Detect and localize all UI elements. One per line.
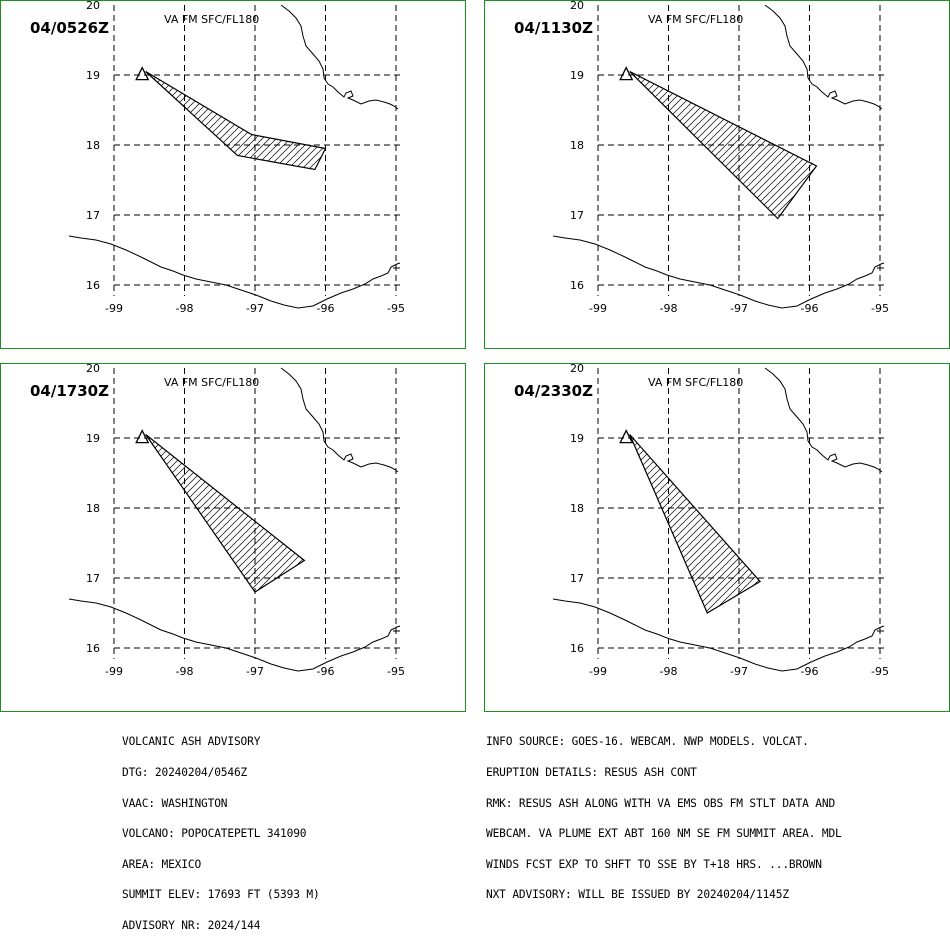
lon-tick-label: -99	[105, 302, 123, 315]
map-canvas: -99 -98 -97 -96 -95 20 19 18 17 16	[68, 1, 405, 315]
map-panel-4: -99 -98 -97 -96 -95 20 19 18 17 16 04/2330Z VA FM…	[484, 363, 950, 712]
lon-tick-label: -96	[317, 665, 335, 678]
lat-tick-label: 17	[570, 209, 584, 222]
map-canvas: -99 -98 -97 -96 -95 20 19 18 17 16	[552, 364, 889, 678]
panel-time: 04/0526Z	[30, 19, 109, 37]
panel-time: 04/2330Z	[514, 382, 593, 400]
ash-plume-polygon	[145, 434, 306, 593]
coastline-pacific	[552, 235, 885, 309]
advisory-remarks-3: WINDS FCST EXP TO SHFT TO SSE BY T+18 HR…	[486, 857, 822, 871]
coastline-gulf	[280, 4, 399, 110]
lat-tick-label: 20	[86, 364, 100, 375]
lon-tick-label: -99	[105, 665, 123, 678]
map-panel-2: -99 -98 -97 -96 -95 20 19 18 17 16 04/1130Z VA FM…	[484, 0, 950, 349]
lat-tick-label: 20	[570, 1, 584, 12]
lon-tick-label: -98	[660, 302, 678, 315]
volcano-triangle-icon	[135, 66, 150, 81]
advisory-title: VOLCANIC ASH ADVISORY	[122, 735, 261, 749]
lat-tick-label: 18	[86, 139, 100, 152]
coastline-pacific	[552, 598, 885, 672]
coastline-gulf	[764, 367, 883, 473]
panel-time: 04/1730Z	[30, 382, 109, 400]
lon-tick-label: -98	[176, 665, 194, 678]
lon-tick-label: -96	[317, 302, 335, 315]
lon-tick-label: -95	[871, 302, 889, 315]
lat-tick-label: 16	[570, 642, 584, 655]
advisory-remarks-2: WEBCAM. VA PLUME EXT ABT 160 NM SE FM SU…	[486, 827, 842, 841]
lon-tick-label: -97	[246, 665, 264, 678]
lat-tick-label: 17	[86, 209, 100, 222]
lat-tick-label: 16	[86, 642, 100, 655]
lon-tick-label: -96	[801, 302, 819, 315]
lon-tick-label: -97	[730, 665, 748, 678]
lat-tick-label: 19	[86, 432, 100, 445]
advisory-dtg: DTG: 20240204/0546Z	[122, 766, 248, 780]
lat-tick-label: 16	[570, 279, 584, 292]
lon-tick-label: -95	[387, 302, 405, 315]
ash-plume-polygon	[629, 434, 762, 614]
lon-tick-label: -96	[801, 665, 819, 678]
lon-tick-label: -97	[246, 302, 264, 315]
lat-tick-label: 19	[86, 69, 100, 82]
lon-tick-label: -95	[871, 665, 889, 678]
panel-subtitle: VA FM SFC/FL180	[648, 13, 744, 26]
advisory-info-left: VOLCANIC ASH ADVISORY DTG: 20240204/0546…	[122, 717, 320, 941]
volcano-triangle-icon	[135, 429, 150, 444]
lat-tick-label: 16	[86, 279, 100, 292]
coastline-pacific	[68, 235, 401, 309]
map-panel-1: -99 -98 -97 -96 -95 20 19 18 17 16 04/0526Z VA FM…	[0, 0, 466, 349]
coastline-gulf	[280, 367, 399, 473]
advisory-volcano: VOLCANO: POPOCATEPETL 341090	[122, 827, 307, 841]
ash-plume-polygon	[145, 70, 327, 171]
advisory-number: ADVISORY NR: 2024/144	[122, 919, 261, 933]
lon-tick-label: -97	[730, 302, 748, 315]
lat-tick-label: 18	[570, 502, 584, 515]
lat-tick-label: 18	[570, 139, 584, 152]
lat-tick-label: 19	[570, 432, 584, 445]
lat-tick-label: 17	[570, 572, 584, 585]
advisory-remarks-1: RMK: RESUS ASH ALONG WITH VA EMS OBS FM …	[486, 796, 836, 810]
lon-tick-label: -99	[589, 302, 607, 315]
lat-tick-label: 20	[570, 364, 584, 375]
panel-subtitle: VA FM SFC/FL180	[164, 13, 260, 26]
lat-tick-label: 20	[86, 1, 100, 12]
advisory-eruption-details: ERUPTION DETAILS: RESUS ASH CONT	[486, 766, 697, 780]
advisory-summit-elev: SUMMIT ELEV: 17693 FT (5393 M)	[122, 888, 320, 902]
coastline-pacific	[68, 598, 401, 672]
volcano-triangle-icon	[619, 66, 634, 81]
lon-tick-label: -95	[387, 665, 405, 678]
advisory-info-source: INFO SOURCE: GOES-16. WEBCAM. NWP MODELS…	[486, 735, 809, 749]
lon-tick-label: -98	[660, 665, 678, 678]
lat-tick-label: 17	[86, 572, 100, 585]
advisory-vaac: VAAC: WASHINGTON	[122, 796, 228, 810]
panel-subtitle: VA FM SFC/FL180	[648, 376, 744, 389]
map-canvas: -99 -98 -97 -96 -95 20 19 18 17 16	[68, 364, 405, 678]
advisory-info-right: INFO SOURCE: GOES-16. WEBCAM. NWP MODELS…	[486, 717, 842, 911]
volcano-triangle-icon	[619, 429, 634, 444]
lat-tick-label: 18	[86, 502, 100, 515]
panel-time: 04/1130Z	[514, 19, 593, 37]
advisory-area: AREA: MEXICO	[122, 857, 202, 871]
coastline-gulf	[764, 4, 883, 110]
advisory-next: NXT ADVISORY: WILL BE ISSUED BY 20240204…	[486, 888, 789, 902]
panel-subtitle: VA FM SFC/FL180	[164, 376, 260, 389]
map-panel-3: -99 -98 -97 -96 -95 20 19 18 17 16 04/1730Z VA FM…	[0, 363, 466, 712]
lon-tick-label: -98	[176, 302, 194, 315]
ash-plume-polygon	[629, 70, 818, 220]
lon-tick-label: -99	[589, 665, 607, 678]
lat-tick-label: 19	[570, 69, 584, 82]
map-canvas: -99 -98 -97 -96 -95 20 19 18 17 16	[552, 1, 889, 315]
